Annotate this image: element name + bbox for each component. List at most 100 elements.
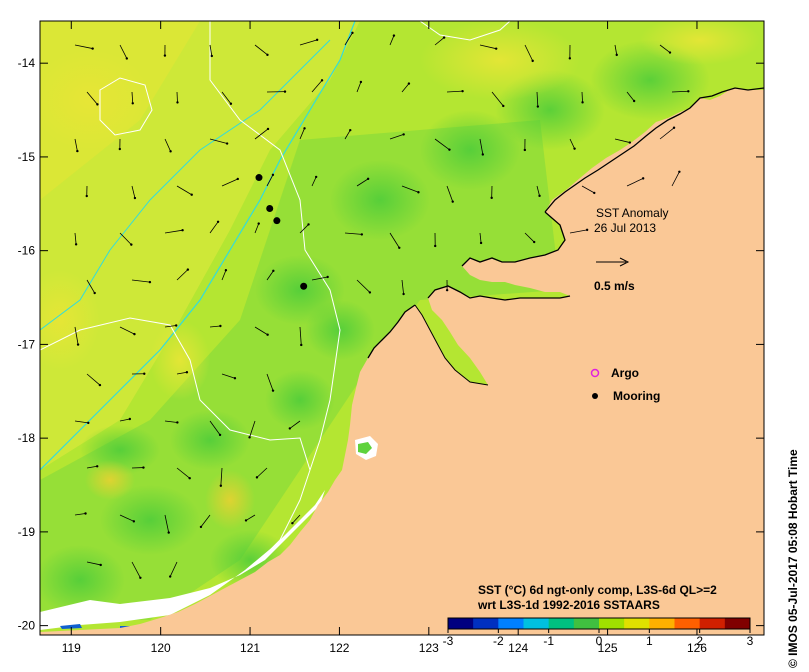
current-arrow-head — [248, 436, 251, 439]
x-tick-label: 126 — [687, 641, 707, 655]
current-arrow-head — [229, 102, 233, 105]
current-arrow-head — [199, 525, 203, 529]
current-arrow-head — [190, 193, 193, 196]
no-data-strip — [40, 490, 325, 630]
scale-arrow-head — [619, 257, 630, 267]
contour-cyan-2 — [40, 39, 331, 331]
colorbar-segment — [573, 618, 600, 629]
current-arrow — [164, 420, 178, 423]
current-arrow-head — [532, 240, 536, 244]
current-arrow-head — [266, 127, 270, 131]
map-plot-area — [40, 21, 764, 635]
current-arrow-head — [96, 465, 99, 468]
current-arrow-head — [266, 53, 269, 57]
colorbar-tick-label: -1 — [543, 634, 554, 648]
current-arrow-head — [300, 343, 303, 347]
current-arrow-head — [91, 47, 94, 50]
current-arrow — [356, 279, 371, 293]
current-arrow-head — [133, 332, 136, 336]
x-tick-label: 123 — [419, 641, 439, 655]
current-arrow-head — [315, 38, 319, 42]
current-arrow — [209, 420, 221, 436]
colorbar-caption-2: wrt L3S-1d 1992-2016 SSTAARS — [477, 598, 660, 612]
current-arrow — [164, 138, 171, 152]
current-arrow — [119, 418, 130, 422]
current-arrow — [169, 561, 178, 577]
current-arrow — [344, 232, 362, 235]
cold-pixels — [60, 624, 82, 629]
current-arrow-head — [351, 31, 354, 35]
x-axis: 119 120 121 122 123 124 125 126 — [62, 21, 707, 655]
contour-cyan — [40, 21, 356, 471]
current-arrow-head — [225, 142, 229, 145]
current-arrow-head — [87, 421, 90, 425]
current-arrow — [356, 178, 369, 187]
current-arrow-head — [573, 147, 576, 150]
current-arrow — [401, 279, 404, 295]
current-arrow — [389, 35, 395, 46]
current-arrow-head — [236, 177, 239, 181]
current-arrow-head — [568, 57, 572, 60]
current-arrow-head — [233, 377, 237, 380]
current-arrow — [671, 90, 689, 93]
current-arrow — [86, 279, 96, 294]
y-tick-label: -14 — [18, 56, 36, 70]
coastline-king-sound-s — [427, 285, 571, 301]
current-arrow — [446, 90, 463, 93]
current-arrow — [671, 171, 680, 187]
colorbar-segment — [448, 618, 474, 629]
current-arrow-head — [169, 150, 172, 153]
current-arrow-head — [398, 246, 401, 249]
x-tick-label: 125 — [598, 641, 618, 655]
current-arrow-head — [407, 82, 411, 85]
current-arrow-head — [131, 102, 134, 105]
current-arrow-head — [536, 105, 540, 108]
current-arrow — [176, 269, 189, 281]
contour-white-1 — [209, 21, 341, 561]
scale-label: 0.5 m/s — [594, 279, 635, 293]
current-arrow — [446, 185, 454, 202]
current-arrow — [86, 561, 101, 566]
current-arrow — [131, 279, 150, 283]
current-arrow — [401, 83, 410, 93]
current-arrow — [479, 232, 482, 243]
current-arrow — [491, 91, 504, 107]
current-arrow-head — [174, 324, 178, 327]
current-arrow-head — [288, 427, 292, 430]
current-arrow — [86, 465, 98, 469]
current-arrow-head — [531, 59, 534, 63]
colorbar-tick-label: -2 — [493, 634, 504, 648]
current-arrow — [164, 229, 183, 234]
x-tick-label: 120 — [151, 641, 171, 655]
current-arrow-head — [272, 269, 275, 273]
current-arrow-head — [366, 177, 370, 181]
current-arrow-head — [392, 34, 396, 37]
current-arrow — [176, 371, 187, 375]
current-arrow-head — [84, 512, 87, 515]
current-arrow — [254, 128, 269, 140]
current-arrow — [221, 91, 232, 104]
current-arrow — [74, 513, 86, 516]
current-arrow-head — [434, 244, 437, 248]
current-arrow-head — [687, 90, 690, 93]
current-arrow-head — [417, 191, 420, 194]
mooring-legend-marker — [592, 393, 598, 399]
colorbar-segment — [699, 618, 726, 629]
current-arrow — [164, 514, 170, 533]
current-arrow — [266, 174, 274, 187]
mooring-marker — [266, 204, 274, 212]
current-arrow — [221, 178, 238, 187]
current-arrow — [119, 232, 132, 245]
current-arrow-head — [359, 80, 363, 84]
x-tick-label: 119 — [62, 641, 81, 655]
current-arrow — [344, 129, 351, 140]
current-arrow-head — [307, 223, 310, 226]
current-arrow — [434, 37, 445, 46]
current-arrow — [131, 561, 141, 578]
current-arrow — [626, 91, 635, 102]
current-arrow-head — [257, 222, 260, 225]
current-arrow — [569, 138, 575, 149]
contour-white-2 — [99, 77, 153, 136]
current-arrow — [200, 514, 211, 528]
current-arrow — [86, 91, 98, 105]
